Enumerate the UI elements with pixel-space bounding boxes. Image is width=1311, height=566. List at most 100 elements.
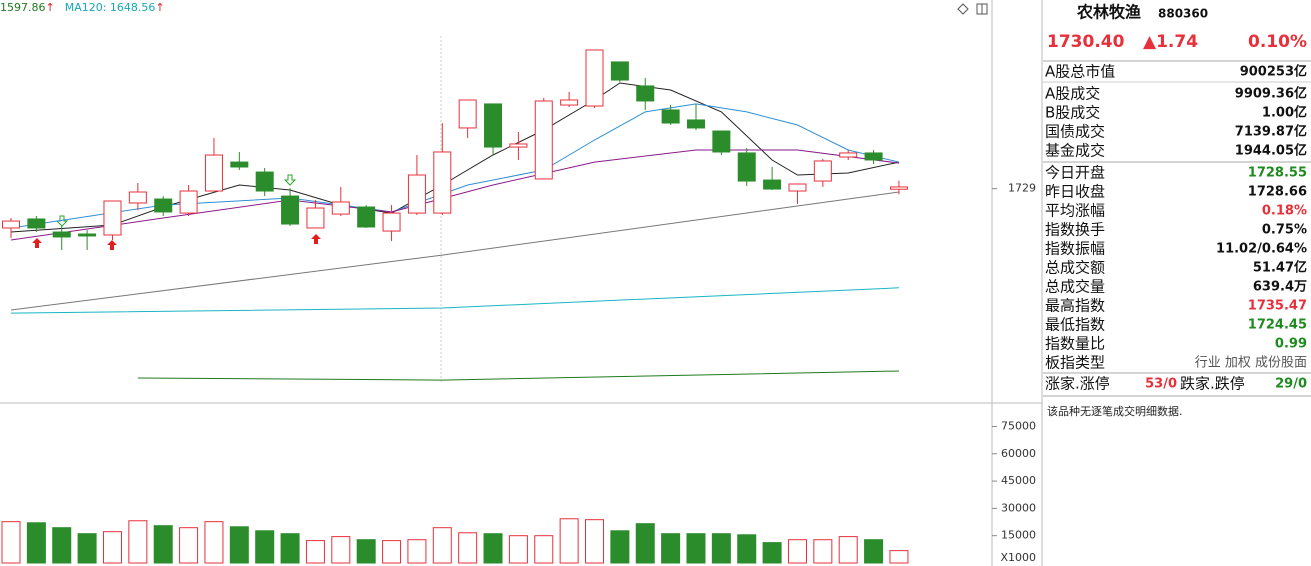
candle-body [484,103,503,148]
candle-body [686,119,705,129]
ma-line [137,370,900,381]
row-label: 平均涨幅 [1045,202,1105,220]
candle-body [128,191,147,204]
row-value: 1735.47 [1248,299,1307,314]
candle-body [204,154,223,192]
y-tick-label: 15000 [1001,529,1036,542]
volume-bar [711,533,731,564]
volume-bar [787,539,807,564]
row-value: 1944.05亿 [1235,143,1307,159]
row-value: 1728.66 [1248,185,1307,200]
volume-bar [889,550,909,564]
row-value: 0.99 [1275,337,1307,352]
y-tick-label: 60000 [1001,447,1036,460]
row-value: 1724.45 [1248,318,1307,333]
ma-line [10,149,900,241]
volume-bar [534,535,554,564]
candle-body [357,206,376,228]
volume-bar [26,522,46,564]
candle-body [52,231,71,238]
legend-label: 1597.86 [0,1,46,14]
candle-body [839,152,858,158]
tool-icon[interactable] [957,3,969,15]
volume-bar [432,527,452,564]
volume-bar [128,520,148,564]
volume-bar [77,533,97,564]
candle-body [331,201,350,215]
volume-bar [153,525,173,564]
row-label: 最低指数 [1045,316,1105,334]
volume-bar [661,533,681,564]
volume-bar [356,539,376,564]
candle-body [534,100,553,180]
row-label: 板指类型 [1045,354,1105,372]
row-label: 指数换手 [1045,221,1105,239]
signal-arrows [32,234,321,250]
ma-line [10,287,900,314]
row-value: 639.4万 [1253,280,1307,295]
candle-body [712,130,731,153]
y-tick-label: 30000 [1001,501,1036,514]
candle-body [788,183,807,192]
candle-body [763,179,782,190]
row-label: 最高指数 [1045,297,1105,315]
volume-bar [610,530,630,564]
row-value: 1728.55 [1248,166,1307,181]
volume-bar [1,521,21,564]
ma-line [10,191,900,311]
volume-bar [585,519,605,564]
candle-body [230,161,249,168]
candle-body [281,195,300,225]
stock-code: 880360 [1158,7,1208,21]
row-value: 7139.87亿 [1235,124,1307,140]
row-value: 行业 加权 成份股面 [1195,355,1307,371]
legend: 1597.86↑ MA120: 1648.56↑ [0,1,165,14]
candle-body [433,151,452,214]
candle-body [813,160,832,182]
legend-arrow: ↑ [46,1,55,14]
volume-bar [686,533,706,564]
candle-body [889,186,908,190]
row-value: 0.75% [1262,223,1307,238]
row-label: B股成交 [1045,104,1100,122]
volume-bar [305,540,325,564]
candle-body [585,49,604,107]
candle-body [2,220,20,229]
row-label: 基金成交 [1045,142,1105,160]
candle-body [458,99,477,129]
volume-bar [838,536,858,564]
volume-bar [559,518,579,564]
row-label: 总成交量 [1045,278,1105,296]
candle-body [610,61,629,81]
sell-arrow [283,174,297,186]
legend-arrow: ↑ [155,1,164,14]
price: 1730.40 [1047,32,1125,52]
volume-bar [280,533,300,564]
breadth-label: 跌家.跌停 [1180,375,1245,393]
candle-body [27,218,46,229]
stock-name: 农林牧渔 [1076,3,1141,22]
breadth-value: 29/0 [1275,377,1307,392]
candle-body [306,207,325,229]
buy-arrow [311,234,321,244]
volume-bar [458,532,478,564]
row-label: 总成交额 [1045,259,1105,277]
row-value: 0.18% [1262,204,1307,219]
ma-line [10,82,900,233]
row-label: 昨日收盘 [1045,183,1105,201]
candle-body [78,233,97,237]
unit-label: X1000 [1000,551,1036,564]
y-tick-label: 45000 [1001,474,1036,487]
volume-bar [762,542,782,564]
volume-bar [102,531,122,564]
candle-body [864,152,883,161]
buy-arrow [32,238,42,248]
candle-body [255,171,274,192]
candle-body [661,109,680,124]
breadth-value: 53/0 [1145,377,1177,392]
row-value: 900253亿 [1240,64,1307,80]
y-tick-label: 75000 [1001,419,1036,432]
volume-bar [635,523,655,564]
candle-body [737,152,756,182]
